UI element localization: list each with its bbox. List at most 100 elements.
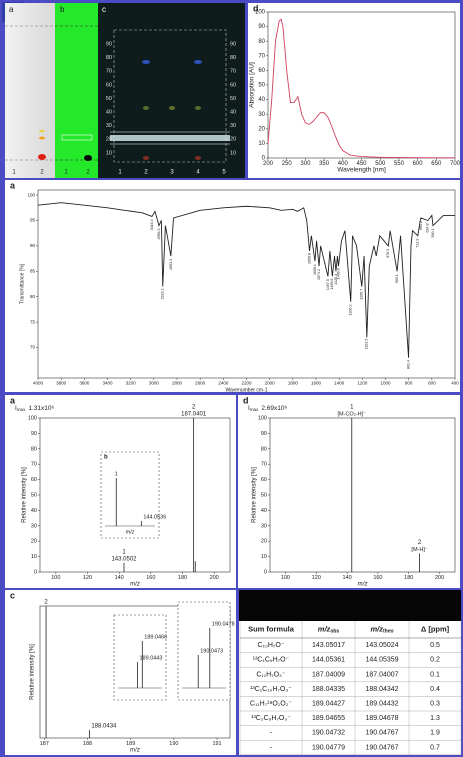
table-cell: C₁₀H₇O⁻ [258,642,285,649]
table-cell: 0.3 [430,701,440,708]
table-cell: 189.04678 [365,715,398,722]
scale-label: 50 [106,96,112,102]
inset-x-label: m/z [126,529,135,535]
x-tick-label: 100 [51,575,60,581]
mz-label: 190.0473 [200,648,223,654]
y-tick-label: 50 [261,492,267,498]
mz-label: 189.0466 [144,634,167,640]
tlc-plate-b [55,3,98,178]
y-tick-label: 100 [255,10,266,16]
peak-label: 1 [115,471,118,477]
imax-sub: max [250,407,259,412]
y-axis-label: Relative intensity [%] [252,467,258,523]
table-cell: 0.5 [430,642,440,649]
x-tick-label: 191 [212,741,221,747]
header-sub: theo [383,629,394,635]
y-tick-label: 70 [258,53,265,59]
y-tick-label: 100 [27,192,35,197]
scale-label: 80 [230,55,236,61]
mz-label: 188.0434 [91,724,117,730]
table-cell: 189.04432 [365,701,398,708]
y-tick-label: 30 [31,523,37,529]
data-line [267,18,455,159]
y-tick-label: 90 [30,243,36,248]
x-tick-label: 2600 [195,381,206,386]
y-tick-label: 50 [258,83,265,89]
x-tick-label: 650 [431,161,442,167]
y-tick-label: 70 [31,462,37,468]
panel-background [5,180,460,392]
y-tick-label: 40 [31,508,37,514]
peak-label: 900.1 [395,274,399,283]
table-cell: 187.04007 [365,671,398,678]
x-tick-label: 3000 [149,381,160,386]
peak-label: 1 [350,405,354,411]
scale-label: 10 [106,150,112,156]
mz-label: 190.0478 [212,621,235,627]
imax-label: Imax 2.69x10⁶ [248,405,287,412]
scale-label: 40 [230,109,236,115]
scale-label: 10 [230,150,236,156]
x-axis-label: Wavenumber cm-1 [225,387,267,393]
y-tick-label: 100 [258,415,267,421]
peak-label: 1300.2 [349,304,353,315]
y-axis-label: Transmittance [%] [19,263,25,304]
x-tick-label: 1800 [288,381,299,386]
x-tick-label: 200 [210,575,219,581]
table-cell: 188.04342 [365,686,398,693]
x-tick-label: 180 [404,575,413,581]
y-axis-label: Relative intensity [%] [22,467,28,523]
mz-label: 144.0536 [143,515,166,521]
table-cell: 188.04335 [312,686,345,693]
lane-label: 2 [40,170,44,176]
imax-symbol: I [15,405,17,412]
x-tick-label: 2800 [172,381,183,386]
x-tick-label: 200 [435,575,444,581]
table-cell: 0.7 [430,744,440,751]
y-tick-label: 70 [261,462,267,468]
imax-value: 1.31x10⁶ [28,405,54,412]
x-tick-label: 3600 [79,381,90,386]
data-line [37,202,455,358]
mz-label: 143.0502 [111,556,137,562]
scale-label: 40 [106,109,112,115]
y-tick-label: 85 [30,268,36,273]
table-cell: ¹³C₂C₉H₇O₃⁻ [251,715,291,722]
table-cell: 144.05359 [365,657,398,664]
mz-label: 187.0401 [181,412,207,418]
scale-label: 60 [230,82,236,88]
table-cell: 187.04009 [312,671,345,678]
peak-label: 590.1 [431,228,435,237]
inset-label: b [104,455,108,461]
tlc-decor [5,25,227,163]
table-background [239,621,461,755]
table-header-band [239,590,461,621]
peak-label: 976.3 [386,249,390,258]
x-tick-label: 400 [451,381,459,386]
x-tick-label: 200 [263,161,274,167]
scale-label: 70 [106,69,112,75]
x-tick-label: 1400 [334,381,345,386]
table-header: m/ztheo [370,624,393,634]
peak-label: 1161.5 [365,339,369,350]
table-cell: ¹³C₁C₁₀H₇O₃⁻ [250,686,292,693]
x-tick-label: 600 [413,161,424,167]
panel-label: a [10,180,16,190]
y-tick-label: 20 [261,539,267,545]
y-tick-label: 80 [261,446,267,452]
x-tick-label: 450 [356,161,367,167]
panel-label: b [60,5,65,14]
x-tick-label: 500 [375,161,386,167]
table-cell: 190.04779 [312,744,345,751]
imax-label: Imax 1.31x10⁶ [15,405,54,412]
peak-label: 1406.9 [336,268,340,279]
lane-label: 5 [222,170,226,176]
table-cell: 189.04427 [312,701,345,708]
x-tick-label: 190 [169,741,178,747]
x-tick-label: 350 [319,161,330,167]
y-tick-label: 90 [258,24,265,30]
panel-label: a [9,5,14,14]
inset-frame [177,601,231,701]
x-tick-label: 100 [281,575,290,581]
table-cell: - [270,730,273,737]
